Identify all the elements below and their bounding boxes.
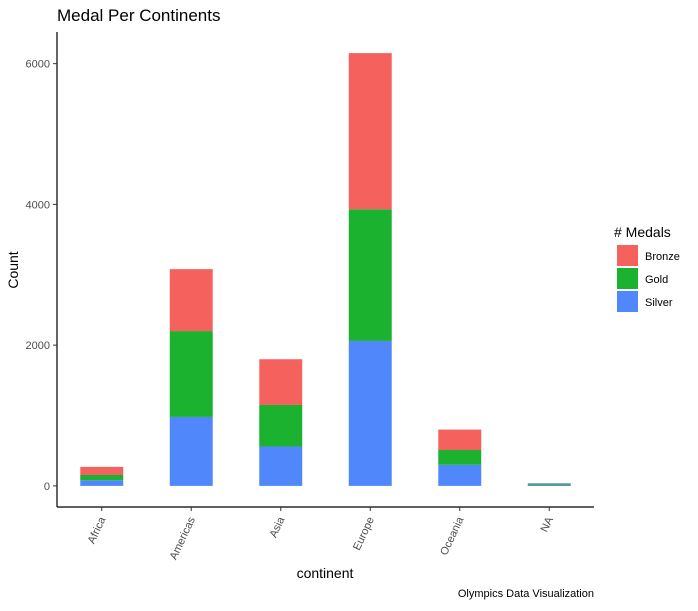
x-tick-label: Asia	[268, 514, 288, 539]
x-tick-label: Oceania	[438, 514, 467, 557]
x-axis-title: continent	[297, 565, 354, 581]
x-tick-label: NA	[539, 515, 557, 535]
legend-title: # Medals	[614, 224, 671, 240]
x-tick-label: Africa	[86, 514, 109, 545]
legend-label-gold: Gold	[645, 274, 668, 286]
bar-africa-gold	[80, 474, 124, 481]
legend-swatch-bronze	[617, 245, 638, 266]
y-tick-label: 0	[44, 481, 50, 493]
bar-na-silver	[527, 485, 571, 486]
bar-europe-bronze	[348, 53, 392, 210]
y-ticks: 0 2000 4000 6000	[26, 59, 57, 493]
bar-africa-bronze	[80, 466, 124, 475]
bar-europe-gold	[348, 209, 392, 341]
y-tick-label: 2000	[26, 340, 50, 352]
legend-label-silver: Silver	[645, 297, 673, 309]
legend: # Medals Bronze Gold Silver	[614, 224, 680, 312]
chart-title: Medal Per Continents	[57, 6, 220, 25]
legend-swatch-silver	[617, 291, 638, 312]
bars-group	[80, 53, 571, 486]
bar-asia-silver	[259, 446, 303, 486]
bar-oceania-gold	[438, 450, 482, 465]
y-tick-label: 4000	[26, 199, 50, 211]
bar-asia-bronze	[259, 359, 303, 405]
legend-label-bronze: Bronze	[645, 251, 680, 263]
bar-na-gold	[527, 484, 571, 486]
bar-oceania-silver	[438, 464, 482, 486]
x-tick-label: Americas	[168, 515, 198, 562]
bar-asia-gold	[259, 404, 303, 447]
bar-americas-silver	[169, 416, 213, 486]
bar-americas-gold	[169, 331, 213, 417]
bar-africa-silver	[80, 480, 124, 486]
chart-caption: Olympics Data Visualization	[458, 588, 594, 600]
y-axis-title: Count	[5, 251, 21, 288]
y-tick-label: 6000	[26, 59, 50, 71]
x-ticks: Africa Americas Asia Europe Oceania NA	[86, 507, 557, 562]
legend-swatch-gold	[617, 268, 638, 289]
x-tick-label: Europe	[351, 515, 377, 552]
bar-na-bronze	[527, 483, 571, 485]
bar-oceania-bronze	[438, 429, 482, 450]
bar-europe-silver	[348, 340, 392, 486]
bar-americas-bronze	[169, 269, 213, 332]
